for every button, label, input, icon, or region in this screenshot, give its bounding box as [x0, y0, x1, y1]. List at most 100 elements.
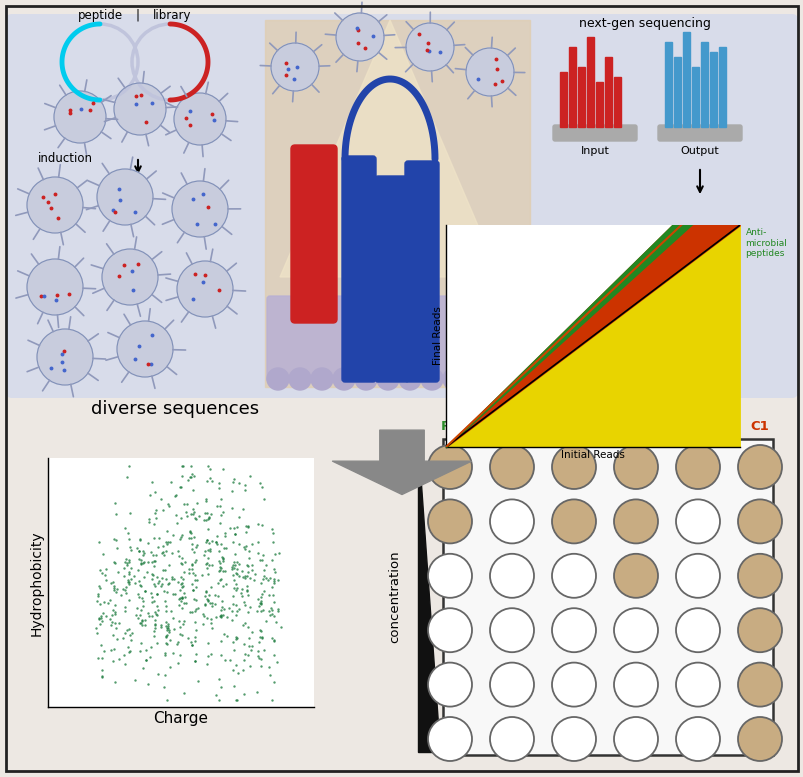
Point — [189, 554, 202, 566]
Point — [93, 598, 106, 610]
Point — [148, 618, 161, 631]
Point — [145, 641, 157, 653]
Point — [161, 498, 173, 510]
Point — [146, 569, 159, 581]
Point — [199, 514, 212, 527]
Point — [216, 565, 229, 577]
Circle shape — [114, 83, 165, 135]
Y-axis label: Final Reads: Final Reads — [433, 307, 443, 365]
Point — [166, 529, 179, 542]
Point — [150, 511, 163, 524]
Point — [216, 552, 229, 564]
Point — [137, 600, 149, 612]
Point — [162, 577, 175, 589]
Point — [136, 591, 149, 604]
Point — [227, 556, 240, 569]
Point — [199, 584, 212, 597]
Point — [254, 631, 267, 643]
Point — [105, 618, 118, 631]
Point — [177, 460, 190, 472]
Point — [150, 571, 163, 584]
Point — [148, 630, 161, 643]
Circle shape — [675, 608, 719, 652]
Point — [118, 627, 131, 639]
Point — [100, 609, 112, 622]
Point — [159, 545, 172, 558]
Point — [156, 504, 169, 517]
Point — [158, 549, 171, 561]
Point — [134, 533, 147, 545]
Circle shape — [177, 261, 233, 317]
Circle shape — [102, 249, 158, 305]
Point — [220, 542, 233, 554]
Point — [199, 495, 212, 507]
Circle shape — [552, 500, 595, 543]
Point — [141, 678, 154, 691]
Point — [93, 611, 106, 624]
Point — [174, 531, 187, 543]
Point — [215, 551, 228, 563]
Point — [179, 506, 192, 518]
Point — [213, 673, 226, 685]
Point — [108, 605, 121, 618]
Point — [218, 527, 231, 539]
Point — [210, 500, 223, 512]
Circle shape — [355, 368, 377, 390]
Point — [178, 556, 191, 569]
Point — [214, 573, 227, 585]
Circle shape — [442, 368, 464, 390]
Point — [184, 526, 197, 538]
Point — [230, 693, 243, 706]
Point — [187, 531, 200, 543]
Bar — [569, 47, 575, 127]
Point — [226, 536, 239, 549]
Point — [254, 625, 267, 637]
Point — [183, 471, 196, 483]
Point — [204, 580, 217, 593]
Point — [219, 578, 232, 591]
Point — [145, 545, 157, 558]
Point — [92, 591, 104, 603]
Point — [108, 643, 120, 656]
Point — [164, 605, 177, 617]
Point — [108, 497, 121, 510]
Point — [251, 593, 264, 605]
Point — [159, 637, 172, 650]
Point — [108, 616, 121, 629]
Point — [188, 636, 201, 648]
Point — [161, 586, 173, 598]
Point — [161, 525, 173, 538]
Point — [243, 572, 256, 584]
Point — [255, 632, 268, 644]
Bar — [586, 37, 593, 127]
Point — [198, 514, 210, 526]
Point — [271, 605, 284, 617]
Point — [188, 605, 201, 617]
Circle shape — [552, 717, 595, 761]
Point — [188, 570, 201, 582]
Text: P2: P2 — [502, 420, 521, 434]
Point — [183, 605, 196, 618]
Point — [106, 576, 119, 588]
Point — [119, 580, 132, 593]
Point — [145, 573, 158, 585]
Circle shape — [613, 663, 657, 706]
Point — [149, 605, 161, 618]
Point — [143, 610, 156, 622]
Point — [129, 608, 142, 621]
Point — [148, 518, 161, 531]
Point — [136, 545, 149, 557]
Point — [220, 630, 233, 643]
Point — [209, 598, 222, 610]
Point — [91, 588, 104, 601]
Point — [177, 566, 190, 578]
Point — [112, 617, 125, 629]
FancyBboxPatch shape — [657, 125, 741, 141]
FancyBboxPatch shape — [405, 161, 438, 382]
Point — [161, 624, 173, 636]
Point — [214, 681, 227, 693]
Point — [134, 609, 147, 622]
Point — [241, 584, 254, 596]
Point — [230, 659, 243, 671]
Point — [179, 597, 192, 609]
